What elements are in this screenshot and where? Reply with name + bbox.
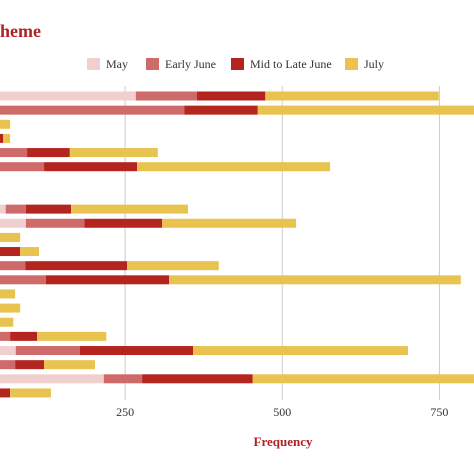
legend-swatch [345,58,358,70]
legend-label: Mid to Late June [250,57,332,71]
legend-swatch [87,58,100,70]
x-axis-label: Frequency [254,434,313,449]
bar-segment [0,331,11,341]
legend-swatch [146,58,159,70]
bar-segment [184,105,258,115]
bar-segment [0,303,21,313]
bar-segment [127,261,219,271]
bar-segment [0,374,104,384]
legend-label: Early June [165,57,216,71]
bar-segment [103,374,143,384]
bar-segment [84,218,163,228]
bar-segment [142,374,253,384]
bar-segment [0,119,11,129]
bar-segment [37,331,107,341]
bars [0,91,474,398]
grid: 250 500 750 [116,86,448,419]
bar-segment [20,247,40,257]
bar-segment [257,105,474,115]
legend-label: July [364,57,384,71]
bar-segment [25,204,72,214]
bar-segment [3,133,11,143]
bar-segment [0,247,21,257]
bar-segment [44,360,95,370]
bar-segment [196,91,266,101]
bar-segment [252,374,474,384]
bar-segment [0,388,11,398]
bar-segment [0,105,185,115]
bar-segment [0,218,26,228]
bar-segment [0,232,21,242]
x-tick-label: 750 [430,405,448,419]
bar-segment [0,289,16,299]
bar-segment [15,360,45,370]
bar-segment [27,148,70,158]
legend-label: May [106,57,128,71]
bar-segment [0,317,14,327]
x-tick-label: 500 [273,405,291,419]
bar-segment [25,261,128,271]
legend: May Early June Mid to Late June July [87,57,384,71]
bar-segment [45,275,170,285]
bar-segment [0,133,4,143]
bar-segment [25,218,85,228]
bar-segment [0,204,6,214]
bar-segment [15,346,80,356]
x-tick-label: 250 [116,405,134,419]
bar-segment [0,148,28,158]
bar-segment [71,204,188,214]
chart-title: heme [0,21,41,41]
bar-segment [0,261,26,271]
bar-segment [0,360,16,370]
bar-segment [5,204,26,214]
bar-segment [193,346,408,356]
bar-segment [10,388,51,398]
bar-segment [0,91,136,101]
bar-segment [69,148,158,158]
bar-segment [0,275,46,285]
bar-segment [162,218,297,228]
bar-segment [135,91,197,101]
bar-segment [137,162,331,172]
bar-segment [0,346,16,356]
bar-segment [265,91,439,101]
bar-segment [169,275,461,285]
bar-segment [10,331,38,341]
bar-segment [44,162,138,172]
legend-swatch [231,58,244,70]
bar-segment [79,346,194,356]
bar-segment [0,162,45,172]
